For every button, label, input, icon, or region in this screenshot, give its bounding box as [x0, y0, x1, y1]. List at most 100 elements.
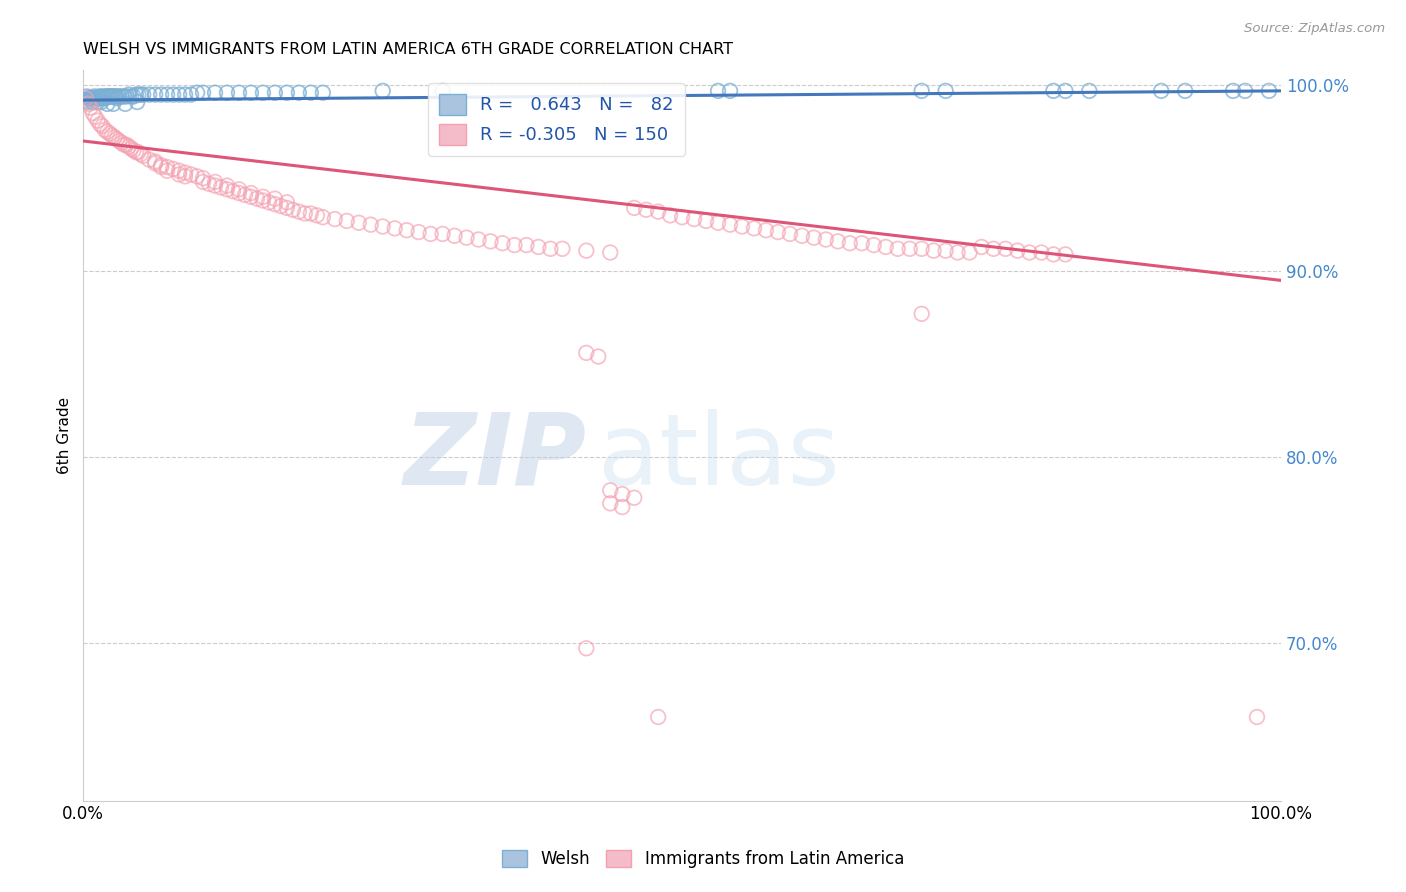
Point — [132, 87, 155, 102]
Point — [252, 194, 274, 208]
Point — [103, 96, 125, 111]
Point — [599, 483, 621, 498]
Point — [97, 89, 120, 103]
Point — [755, 223, 778, 237]
Point — [886, 242, 908, 256]
Point — [75, 93, 97, 107]
Point — [276, 195, 298, 210]
Point — [143, 87, 166, 102]
Point — [946, 245, 969, 260]
Point — [257, 195, 280, 210]
Text: WELSH VS IMMIGRANTS FROM LATIN AMERICA 6TH GRADE CORRELATION CHART: WELSH VS IMMIGRANTS FROM LATIN AMERICA 6… — [83, 42, 734, 57]
Point — [150, 158, 173, 172]
Point — [671, 211, 693, 225]
Point — [98, 89, 121, 103]
Point — [87, 89, 110, 103]
Point — [515, 238, 537, 252]
Point — [156, 160, 179, 174]
Point — [1054, 84, 1077, 98]
Point — [77, 91, 100, 105]
Point — [588, 350, 610, 364]
Point — [127, 145, 149, 160]
Point — [101, 89, 124, 103]
Point — [84, 91, 107, 105]
Point — [599, 496, 621, 510]
Point — [103, 130, 125, 145]
Point — [89, 117, 111, 131]
Point — [191, 86, 214, 100]
Point — [120, 89, 142, 103]
Point — [766, 225, 789, 239]
Point — [129, 87, 152, 102]
Point — [371, 219, 394, 234]
Point — [228, 182, 250, 196]
Point — [94, 123, 117, 137]
Point — [156, 87, 179, 102]
Point — [86, 91, 108, 105]
Point — [167, 168, 190, 182]
Text: Source: ZipAtlas.com: Source: ZipAtlas.com — [1244, 22, 1385, 36]
Point — [1246, 710, 1268, 724]
Point — [125, 87, 148, 102]
Point — [790, 228, 813, 243]
Point — [623, 201, 645, 215]
Point — [204, 86, 226, 100]
Point — [479, 235, 502, 249]
Point — [551, 242, 574, 256]
Point — [115, 137, 138, 152]
Point — [731, 219, 754, 234]
Point — [612, 500, 634, 514]
Point — [575, 641, 598, 656]
Point — [970, 240, 993, 254]
Point — [198, 177, 221, 191]
Point — [132, 149, 155, 163]
Point — [82, 91, 104, 105]
Point — [935, 244, 957, 258]
Point — [718, 84, 741, 98]
Point — [264, 86, 287, 100]
Point — [79, 91, 101, 105]
Point — [77, 91, 100, 105]
Point — [659, 208, 682, 222]
Point — [911, 242, 934, 256]
Point — [104, 89, 127, 103]
Point — [623, 491, 645, 505]
Point — [1007, 244, 1029, 258]
Point — [270, 199, 292, 213]
Point — [432, 84, 454, 98]
Point — [110, 89, 132, 103]
Point — [89, 91, 111, 105]
Point — [851, 236, 873, 251]
Y-axis label: 6th Grade: 6th Grade — [58, 397, 72, 474]
Point — [718, 218, 741, 232]
Point — [76, 95, 98, 109]
Point — [779, 227, 801, 241]
Legend: Welsh, Immigrants from Latin America: Welsh, Immigrants from Latin America — [495, 843, 911, 875]
Point — [174, 169, 197, 184]
Point — [77, 96, 100, 111]
Point — [107, 89, 129, 103]
Point — [80, 91, 103, 105]
Point — [1018, 245, 1040, 260]
Point — [162, 87, 184, 102]
Point — [288, 86, 311, 100]
Point — [246, 192, 269, 206]
Point — [103, 89, 125, 103]
Point — [323, 212, 346, 227]
Point — [167, 87, 190, 102]
Point — [90, 95, 112, 109]
Point — [82, 106, 104, 120]
Point — [276, 86, 298, 100]
Point — [527, 240, 550, 254]
Point — [742, 221, 765, 235]
Point — [575, 346, 598, 360]
Point — [143, 156, 166, 170]
Point — [1031, 245, 1053, 260]
Point — [118, 87, 141, 102]
Point — [305, 208, 328, 222]
Point — [91, 119, 114, 133]
Point — [599, 245, 621, 260]
Point — [94, 91, 117, 105]
Point — [191, 175, 214, 189]
Point — [299, 86, 322, 100]
